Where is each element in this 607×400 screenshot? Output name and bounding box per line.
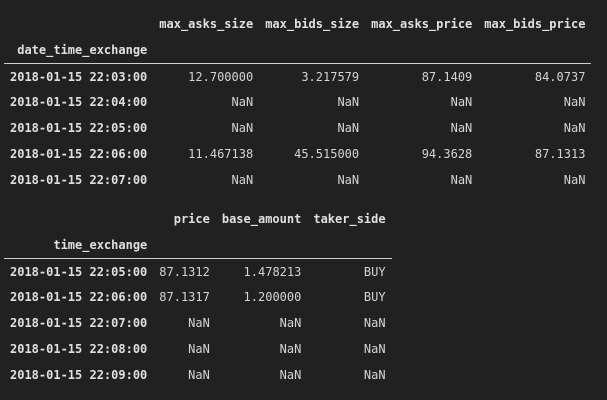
table-row: 2018-01-15 22:07:00 NaN NaN NaN NaN — [4, 167, 591, 193]
table-cell: NaN — [231, 173, 254, 187]
table-cell: 3.217579 — [301, 69, 360, 84]
table-cell: NaN — [563, 121, 586, 135]
column-header-row: max_asks_size max_bids_size max_asks_pri… — [4, 11, 591, 37]
column-header: price — [173, 212, 210, 226]
table-cell: NaN — [188, 368, 210, 382]
index-corner — [4, 206, 153, 232]
table-cell: NaN — [279, 342, 302, 356]
row-index: 2018-01-15 22:09:00 — [10, 368, 148, 382]
table-cell: 1.200000 — [243, 290, 302, 304]
table-row: 2018-01-15 22:09:00 NaN NaN NaN — [4, 362, 392, 388]
index-name: time_exchange — [4, 232, 154, 259]
table-cell: NaN — [279, 368, 302, 382]
table-cell: NaN — [337, 121, 360, 135]
table-row: 2018-01-15 22:06:00 11.467138 45.515000 … — [4, 141, 591, 167]
table-row: 2018-01-15 22:03:00 12.700000 3.217579 8… — [4, 64, 591, 90]
row-index: 2018-01-15 22:07:00 — [10, 173, 148, 187]
table-cell: BUY — [363, 264, 386, 279]
table-cell: NaN — [563, 173, 586, 187]
table-row: 2018-01-15 22:08:00 NaN NaN NaN — [4, 336, 392, 362]
table-cell: 84.0737 — [534, 69, 586, 84]
column-header: taker_side — [313, 212, 386, 226]
column-header: max_asks_price — [371, 17, 473, 31]
table-row: 2018-01-15 22:06:00 87.1317 1.200000 BUY — [4, 284, 392, 310]
table-cell: NaN — [450, 95, 473, 109]
index-name-row: date_time_exchange — [4, 37, 592, 64]
table-cell: NaN — [363, 316, 386, 330]
table-cell: NaN — [450, 121, 473, 135]
table-cell: NaN — [337, 95, 360, 109]
dataframe-trades: price base_amount taker_side time_exchan… — [4, 206, 392, 388]
table-cell: 87.1313 — [534, 147, 586, 161]
table-cell: 12.700000 — [188, 69, 254, 84]
index-name-row: time_exchange — [4, 232, 392, 259]
table-cell: 1.478213 — [243, 264, 302, 279]
table-cell: 11.467138 — [188, 147, 254, 161]
table-cell: NaN — [188, 342, 210, 356]
row-index: 2018-01-15 22:06:00 — [10, 147, 148, 161]
row-index: 2018-01-15 22:07:00 — [10, 316, 148, 330]
row-index: 2018-01-15 22:04:00 — [10, 95, 148, 109]
table-row: 2018-01-15 22:07:00 NaN NaN NaN — [4, 310, 392, 336]
column-header: base_amount — [221, 212, 302, 226]
table-cell: NaN — [363, 342, 386, 356]
row-index: 2018-01-15 22:06:00 — [10, 290, 148, 304]
row-index: 2018-01-15 22:05:00 — [10, 121, 148, 135]
table-row: 2018-01-15 22:05:00 NaN NaN NaN NaN — [4, 115, 591, 141]
table-row: 2018-01-15 22:05:00 87.1312 1.478213 BUY — [4, 259, 392, 285]
table-cell: NaN — [231, 95, 254, 109]
table-cell: NaN — [450, 173, 473, 187]
table-cell: NaN — [231, 121, 254, 135]
column-header: max_asks_size — [159, 17, 254, 31]
table-cell: NaN — [337, 173, 360, 187]
table-cell: BUY — [363, 290, 386, 304]
column-header-row: price base_amount taker_side — [4, 206, 392, 232]
column-header: max_bids_price — [484, 17, 586, 31]
table-cell: 87.1317 — [159, 290, 210, 304]
table-cell: 45.515000 — [294, 147, 360, 161]
dataframe-quotes: max_asks_size max_bids_size max_asks_pri… — [4, 11, 592, 193]
column-header: max_bids_size — [265, 17, 360, 31]
table-cell: 94.3628 — [421, 147, 473, 161]
index-corner — [4, 11, 153, 37]
row-index: 2018-01-15 22:05:00 — [10, 264, 148, 279]
table-cell: 87.1312 — [159, 264, 210, 279]
row-index: 2018-01-15 22:08:00 — [10, 342, 148, 356]
table-cell: 87.1409 — [421, 69, 473, 84]
row-index: 2018-01-15 22:03:00 — [10, 69, 148, 84]
table-cell: NaN — [279, 316, 302, 330]
table-cell: NaN — [363, 368, 386, 382]
table-cell: NaN — [563, 95, 586, 109]
table-cell: NaN — [188, 316, 210, 330]
index-name: date_time_exchange — [4, 37, 154, 64]
table-row: 2018-01-15 22:04:00 NaN NaN NaN NaN — [4, 89, 591, 115]
